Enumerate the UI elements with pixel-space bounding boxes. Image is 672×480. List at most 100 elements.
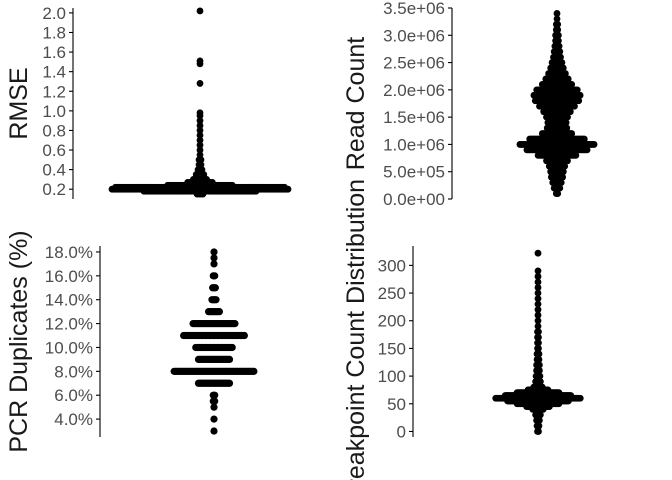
data-point — [534, 295, 542, 302]
y-tick-label: 1.6 — [42, 43, 66, 62]
y-tick-label: 250 — [378, 284, 406, 303]
data-point — [535, 422, 543, 430]
y-tick-label: 1.4 — [42, 63, 66, 82]
y-tick-label: 300 — [378, 256, 406, 275]
data-point — [590, 141, 598, 148]
data-point — [534, 278, 542, 286]
data-point — [580, 135, 588, 143]
y-tick-label: 150 — [378, 339, 406, 358]
y-tick-label: 3.5e+06 — [383, 0, 445, 18]
data-point — [536, 416, 543, 424]
data-point — [212, 296, 220, 304]
data-point — [561, 162, 569, 170]
data-point — [553, 10, 561, 17]
data-point — [535, 345, 542, 352]
data-point — [196, 151, 204, 159]
data-point — [250, 367, 258, 375]
data-point — [568, 81, 576, 88]
data-point — [555, 389, 563, 397]
data-point — [534, 300, 542, 308]
data-point — [208, 178, 216, 186]
data-point — [210, 254, 218, 262]
data-point — [535, 356, 543, 363]
data-point — [538, 383, 546, 391]
data-point — [228, 181, 236, 189]
data-points — [516, 10, 598, 197]
data-point — [211, 397, 219, 405]
data-point — [196, 80, 204, 87]
data-point — [231, 319, 239, 328]
data-point — [556, 48, 564, 56]
y-axis-title: RMSE — [5, 67, 33, 139]
data-point — [196, 131, 204, 139]
data-point — [215, 308, 223, 316]
y-tick-label: 2.0 — [42, 4, 66, 23]
data-point — [225, 355, 234, 364]
y-tick-label: 1.5e+06 — [383, 108, 445, 127]
data-point — [536, 411, 544, 419]
data-point — [554, 20, 562, 28]
data-point — [562, 119, 570, 126]
y-tick-label: 0.4 — [42, 161, 66, 180]
y-tick-label: 1.0 — [42, 102, 66, 121]
data-point — [534, 317, 542, 325]
y-tick-label: 6.0% — [54, 386, 93, 405]
y-axis-title: Read Count — [342, 37, 370, 170]
data-point — [555, 31, 562, 39]
data-point — [554, 190, 562, 197]
data-point — [535, 339, 542, 347]
data-point — [534, 267, 542, 275]
y-tick-label: 100 — [378, 367, 406, 386]
data-point — [196, 57, 204, 65]
data-point — [210, 260, 218, 268]
data-point — [534, 289, 542, 297]
data-point — [210, 427, 218, 435]
data-point — [564, 157, 571, 165]
data-point — [536, 361, 543, 369]
data-point — [534, 306, 542, 314]
data-point — [210, 403, 218, 411]
data-point — [535, 350, 543, 358]
data-point — [534, 273, 542, 280]
data-point — [564, 75, 572, 83]
y-tick-label: 2.5e+06 — [383, 54, 445, 73]
data-point — [536, 378, 544, 386]
data-point — [559, 64, 567, 72]
data-point — [562, 70, 569, 77]
data-point — [555, 42, 563, 50]
data-point — [196, 117, 204, 125]
y-tick-label: 5.0e+05 — [383, 163, 445, 182]
data-points — [108, 7, 292, 198]
data-point — [571, 102, 578, 110]
data-point — [544, 386, 552, 394]
y-tick-label: 3.0e+06 — [383, 26, 445, 45]
y-tick-label: 2.0e+06 — [383, 81, 445, 100]
data-point — [575, 97, 583, 105]
data-point — [534, 322, 542, 330]
data-point — [210, 415, 218, 423]
y-axis-title: PCR Duplicates (%) — [5, 230, 33, 452]
data-point — [583, 146, 591, 154]
y-tick-label: 0.6 — [42, 141, 66, 160]
data-point — [210, 248, 218, 256]
y-axis-title: Breakpoint Count Distribution — [342, 179, 370, 480]
y-tick-label: 18.0% — [45, 243, 93, 262]
data-point — [568, 130, 576, 137]
data-point — [211, 272, 219, 280]
data-point — [196, 109, 204, 117]
data-points — [492, 249, 584, 435]
y-tick-label: 1.8 — [42, 23, 66, 42]
data-points — [170, 248, 258, 435]
y-tick-label: 200 — [378, 312, 406, 331]
data-point — [534, 311, 542, 319]
data-point — [196, 141, 204, 149]
data-point — [553, 15, 561, 23]
data-point — [211, 391, 219, 399]
chart-panel-3: 4.0% 6.0% 8.0% 10.0% 12.0% 14.0% 16.0% 18.0% PCR… — [5, 230, 258, 453]
y-tick-label: 16.0% — [45, 267, 93, 286]
data-point — [281, 183, 288, 191]
data-point — [563, 124, 571, 132]
y-tick-label: 14.0% — [45, 291, 93, 310]
chart-panel-4: 0 50 100 150 200 250 300 Breakpoint Count Distr… — [342, 179, 584, 480]
